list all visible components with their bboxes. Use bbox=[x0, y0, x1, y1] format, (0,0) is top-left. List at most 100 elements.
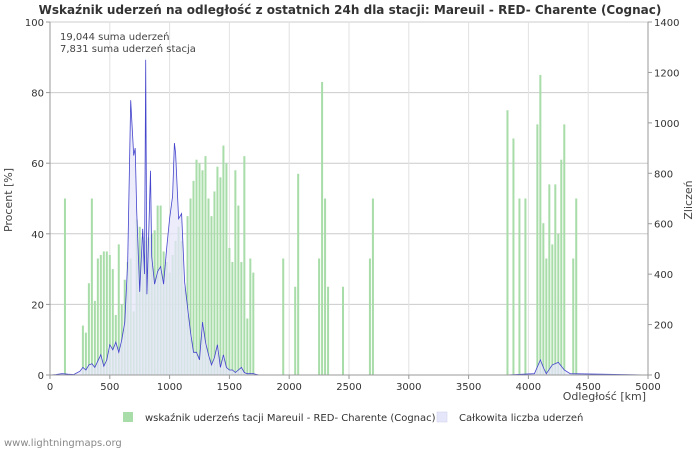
legend-label-count: Całkowita liczba uderzeń bbox=[459, 412, 583, 424]
bar bbox=[213, 191, 216, 375]
bar bbox=[96, 258, 99, 375]
bar bbox=[560, 159, 563, 375]
x-tick-label: 2500 bbox=[336, 382, 361, 393]
y-tick-label-right: 1200 bbox=[654, 68, 679, 79]
bar bbox=[368, 258, 371, 375]
bar bbox=[111, 269, 114, 375]
bar bbox=[84, 332, 87, 375]
y-tick-label-right: 600 bbox=[654, 220, 673, 231]
ticks: 0 500 1000 1500 2000 2500 3000 3500 4000 4500 5000… bbox=[25, 18, 680, 393]
y-tick-label-right: 0 bbox=[654, 371, 660, 382]
bar bbox=[575, 198, 578, 375]
x-tick-label: 4500 bbox=[575, 382, 600, 393]
y-tick-label-right: 400 bbox=[654, 270, 673, 281]
bar bbox=[201, 170, 204, 375]
bar bbox=[237, 205, 240, 375]
bar bbox=[204, 156, 207, 375]
count-line bbox=[49, 59, 649, 376]
bar bbox=[102, 251, 105, 375]
bar bbox=[542, 223, 545, 375]
bar bbox=[210, 216, 213, 375]
bar bbox=[252, 272, 255, 375]
y-tick-label-left: 20 bbox=[31, 300, 44, 311]
bar bbox=[557, 233, 560, 375]
bar bbox=[225, 163, 228, 375]
x-tick-label: 1000 bbox=[157, 382, 182, 393]
bar bbox=[536, 124, 539, 376]
bar bbox=[563, 124, 566, 376]
bar bbox=[198, 163, 201, 375]
bar bbox=[551, 244, 554, 375]
bar bbox=[518, 198, 521, 375]
bar bbox=[548, 184, 551, 375]
bar bbox=[189, 198, 192, 375]
count-series bbox=[49, 59, 649, 376]
y-tick-label-right: 1000 bbox=[654, 119, 679, 130]
bar bbox=[545, 258, 548, 375]
bar bbox=[371, 198, 374, 375]
bar bbox=[207, 198, 210, 375]
bar bbox=[506, 110, 509, 375]
y-tick-label-left: 40 bbox=[31, 230, 44, 241]
legend-label-bars: wskaźnik uderzeńs tacji Mareuil - RED- C… bbox=[145, 412, 436, 424]
footer-watermark: www.lightningmaps.org bbox=[4, 438, 122, 449]
bar bbox=[324, 198, 327, 375]
x-tick-label: 3500 bbox=[456, 382, 481, 393]
bar bbox=[240, 262, 243, 375]
bar bbox=[117, 244, 120, 375]
bar bbox=[87, 283, 90, 375]
bar bbox=[512, 138, 515, 375]
bar bbox=[234, 170, 237, 375]
bar bbox=[105, 251, 108, 375]
bar bbox=[231, 262, 234, 375]
bar bbox=[524, 198, 527, 375]
bar bbox=[282, 258, 285, 375]
x-tick-label: 3000 bbox=[396, 382, 421, 393]
legend-swatch-count bbox=[436, 411, 448, 423]
bar bbox=[294, 286, 297, 375]
y-tick-label-right: 1400 bbox=[654, 18, 679, 29]
bar bbox=[192, 180, 195, 375]
y-axis-label-right: Zliczeń bbox=[682, 180, 695, 219]
bar bbox=[342, 286, 345, 375]
bar bbox=[297, 173, 300, 375]
bar bbox=[216, 166, 219, 375]
bar bbox=[249, 258, 252, 375]
bar bbox=[246, 318, 249, 375]
bar bbox=[321, 82, 324, 375]
bar bbox=[90, 198, 93, 375]
bar bbox=[572, 258, 575, 375]
y-tick-label-left: 100 bbox=[25, 18, 44, 29]
bar bbox=[108, 254, 111, 375]
bar bbox=[195, 159, 198, 375]
y-tick-label-left: 0 bbox=[38, 371, 44, 382]
x-tick-label: 2000 bbox=[276, 382, 301, 393]
bar bbox=[318, 258, 321, 375]
bar bbox=[222, 145, 225, 375]
bar bbox=[539, 74, 542, 375]
bar bbox=[554, 184, 557, 375]
legend-swatch-bars bbox=[123, 412, 133, 422]
bar bbox=[228, 247, 231, 375]
y-tick-label-left: 80 bbox=[31, 89, 44, 100]
bar bbox=[327, 286, 330, 375]
y-axis-label-left: Procent [%] bbox=[2, 168, 15, 232]
bar bbox=[93, 300, 96, 375]
bar bbox=[243, 156, 246, 375]
bar bbox=[186, 216, 189, 375]
x-axis-label: Odległość [km] bbox=[563, 390, 646, 403]
bar bbox=[81, 325, 84, 375]
x-tick-label: 0 bbox=[47, 382, 53, 393]
y-tick-label-right: 200 bbox=[654, 321, 673, 332]
bar bbox=[99, 254, 102, 375]
annotation-total-strikes: 19,044 suma uderzeń bbox=[60, 31, 169, 43]
bar bbox=[219, 177, 222, 375]
y-tick-label-right: 800 bbox=[654, 169, 673, 180]
x-tick-label: 500 bbox=[100, 382, 119, 393]
chart-title: Wskaźnik uderzeń na odległość z ostatnic… bbox=[39, 3, 662, 17]
annotation-station-strikes: 7,831 suma uderzeń stacja bbox=[60, 43, 196, 55]
x-tick-label: 4000 bbox=[516, 382, 541, 393]
bar bbox=[63, 198, 66, 375]
y-tick-label-left: 60 bbox=[31, 159, 44, 170]
